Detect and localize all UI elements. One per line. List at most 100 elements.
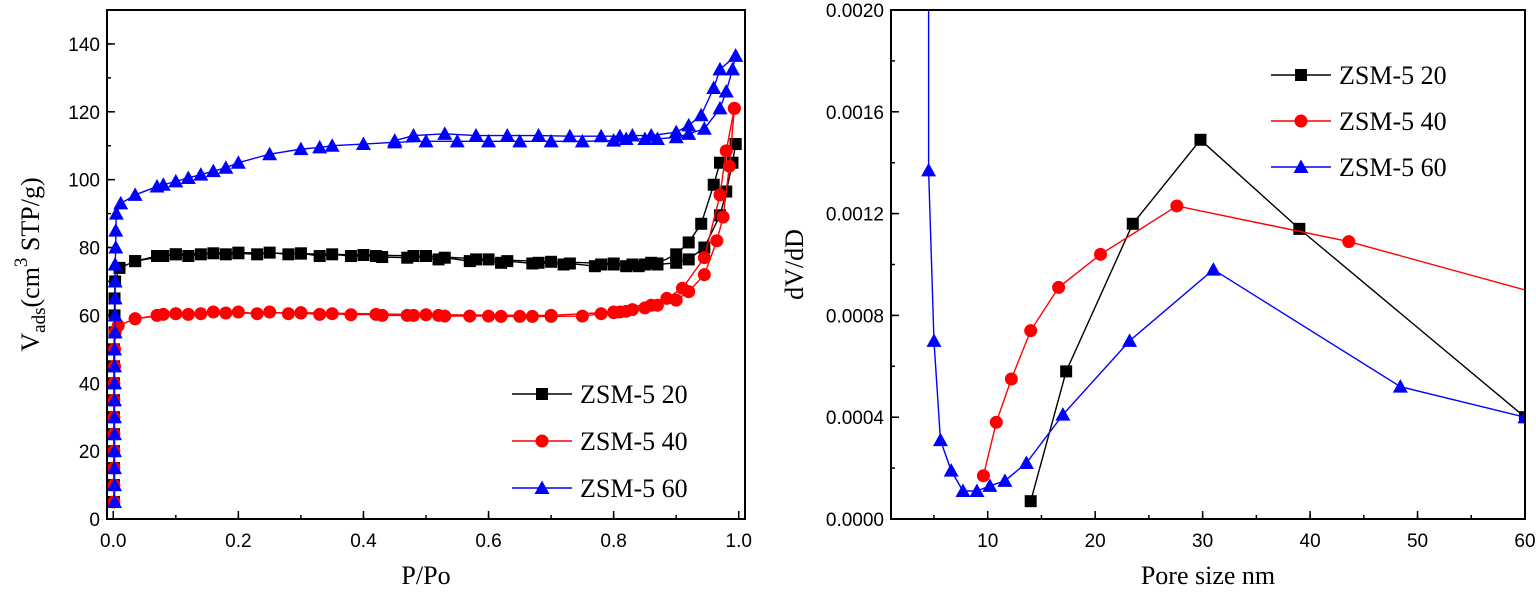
data-point [182,250,195,263]
data-point [695,217,708,230]
data-point [468,128,484,142]
data-point [108,240,124,254]
data-point [418,133,434,148]
y-tick-label: 20 [79,442,100,463]
data-point [127,187,143,201]
data-point [544,308,558,322]
x-tick-label: 1.0 [726,531,752,552]
legend-marker [1293,159,1309,173]
data-point [181,307,195,321]
data-point [543,133,559,148]
data-point [355,136,371,151]
data-point [532,256,545,269]
data-point [1060,365,1073,378]
legend-item: ZSM-5 40 [1271,107,1447,136]
data-point [575,309,589,323]
x-axis-label: Pore size nm [1141,561,1275,590]
data-point [1205,262,1221,276]
data-point [593,128,609,143]
data-point [312,139,328,154]
series-zsm-5-40 [976,199,1525,483]
data-point [344,308,358,322]
data-point [1024,495,1037,508]
data-point [926,333,942,347]
data-point [512,133,528,148]
data-point [1170,199,1184,213]
data-point [982,478,998,492]
data-point [107,392,123,407]
data-point [313,250,326,263]
legend: ZSM-5 20 ZSM-5 40 ZSM-5 60 [512,380,688,503]
data-point [710,234,724,248]
data-point [1517,409,1525,424]
data-point [155,177,171,191]
y-tick-label: 60 [79,306,100,327]
data-point [107,307,123,322]
data-point [419,308,433,322]
data-point [706,80,722,95]
data-point [180,170,196,184]
data-point [205,163,221,178]
data-point [107,358,123,373]
data-point [1055,407,1071,421]
data-point [107,443,123,458]
data-point [1024,324,1038,338]
data-point [405,128,421,142]
data-point [729,138,742,151]
legend-marker [1294,114,1308,128]
data-point [660,291,674,305]
y-tick-label: 0.0008 [826,306,884,327]
legend-marker [535,434,549,448]
data-point [107,409,123,424]
data-point [376,251,389,264]
y-tick-label: 40 [79,374,100,395]
data-point [997,473,1013,487]
data-point [107,375,123,390]
x-tick-label: 20 [1085,531,1106,552]
data-point [607,257,620,270]
legend-marker [1295,69,1307,81]
data-point [281,307,295,321]
data-point [607,305,621,319]
data-point [293,141,309,156]
data-point [1392,379,1408,393]
data-point [499,128,515,142]
data-point [637,131,653,145]
data-point [1293,222,1306,235]
data-point [169,307,183,321]
isotherm-chart: 0.0 0.2 0.4 0.6 0.8 1.0 0 20 40 60 80 100 120 140 P/Po… [11,9,752,590]
data-point [728,48,744,62]
data-point [624,128,640,142]
legend: ZSM-5 20 ZSM-5 40 ZSM-5 60 [1271,61,1447,182]
data-point [107,341,123,356]
data-point [324,138,340,152]
data-point [724,61,740,76]
data-point [401,251,414,264]
data-point [712,100,728,115]
y-tick-label: 0.0012 [826,205,884,226]
x-tick-label: 0.8 [600,531,626,552]
y-tick-label: 80 [79,239,100,260]
y-tick-label: 0.0016 [826,103,884,124]
data-point [921,162,937,177]
data-point [219,248,232,261]
data-point [716,210,730,224]
data-point [651,257,664,270]
data-point [482,253,495,266]
data-point [107,477,123,492]
legend-item: ZSM-5 20 [512,380,688,409]
data-point [108,206,124,220]
data-point [682,253,695,266]
data-point [562,128,578,143]
series-line [135,143,737,265]
data-point [313,307,327,321]
x-tick-label: 10 [977,531,998,552]
data-point [712,61,728,76]
data-point [231,305,245,319]
data-point [545,255,558,268]
data-point [375,308,389,322]
legend-label: ZSM-5 20 [580,380,688,409]
x-tick-label: 60 [1514,531,1535,552]
